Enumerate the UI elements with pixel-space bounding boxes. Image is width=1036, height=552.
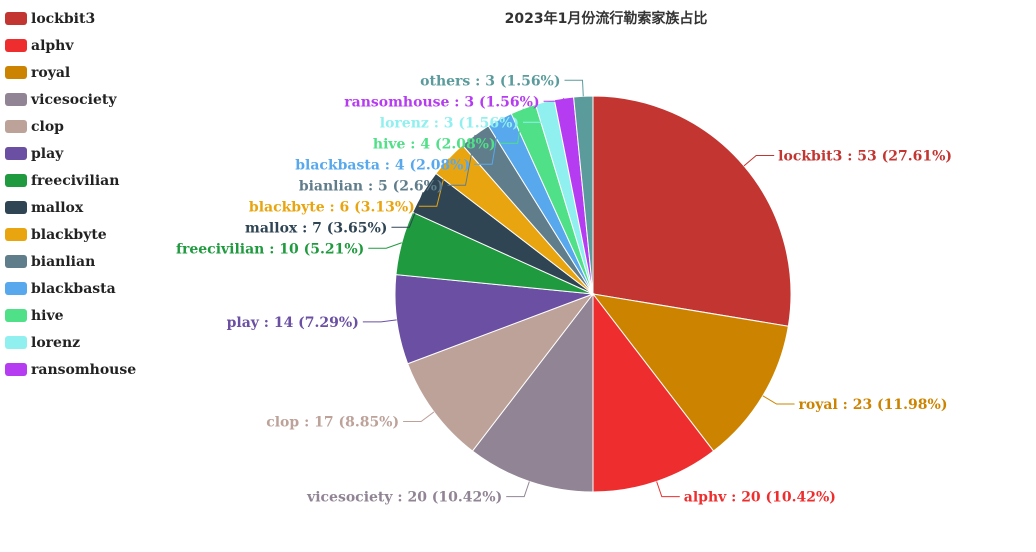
legend-label: clop	[31, 119, 64, 135]
pie-label-freecivilian: freecivilian : 10 (5.21%)	[176, 241, 364, 257]
legend-label: vicesociety	[30, 92, 117, 108]
legend-item-hive[interactable]: hive	[5, 308, 64, 324]
pie-label-blackbyte: blackbyte : 6 (3.13%)	[249, 199, 415, 215]
legend-item-ransomhouse[interactable]: ransomhouse	[5, 362, 136, 378]
pie-label-mallox: mallox : 7 (3.65%)	[245, 220, 387, 236]
leader-line-hive	[499, 108, 524, 144]
legend-swatch	[5, 363, 27, 376]
legend-label: hive	[31, 308, 64, 324]
leader-line-blackbasta	[474, 119, 501, 165]
legend-item-freecivilian[interactable]: freecivilian	[5, 173, 119, 189]
legend-label: blackbyte	[31, 227, 107, 243]
legend-item-mallox[interactable]: mallox	[5, 200, 84, 216]
legend-item-blackbyte[interactable]: blackbyte	[5, 227, 107, 243]
legend-swatch	[5, 174, 27, 187]
pie-slice-others[interactable]	[573, 95, 594, 295]
legend-swatch	[5, 12, 27, 25]
pie-label-others: others : 3 (1.56%)	[420, 73, 560, 89]
leader-line-others	[564, 79, 584, 97]
legend-swatch	[5, 39, 27, 52]
pie-label-hive: hive : 4 (2.08%)	[373, 136, 496, 152]
leader-line-lorenz	[523, 101, 546, 123]
legend-swatch	[5, 282, 27, 295]
pie-label-play: play : 14 (7.29%)	[227, 315, 359, 331]
pie-slice-clop[interactable]	[407, 292, 595, 452]
pie-label-clop: clop : 17 (8.85%)	[266, 414, 399, 430]
pie-labels: lockbit3 : 53 (27.61%) royal : 23 (11.98%…	[176, 73, 952, 505]
legend-swatch	[5, 336, 27, 349]
legend-label: bianlian	[31, 254, 95, 270]
leader-line-freecivilian	[368, 242, 402, 249]
legend-swatch	[5, 201, 27, 214]
legend-item-vicesociety[interactable]: vicesociety	[5, 92, 117, 108]
leader-line-lockbit3	[743, 155, 775, 167]
pie-label-royal: royal : 23 (11.98%)	[799, 397, 948, 413]
legend-swatch	[5, 228, 27, 241]
legend-label: ransomhouse	[31, 362, 136, 378]
pie-label-alphv: alphv : 20 (10.42%)	[684, 490, 836, 506]
leader-line-blackbyte	[418, 158, 449, 207]
pie-slice-royal[interactable]	[591, 293, 789, 452]
legend-label: blackbasta	[31, 281, 116, 297]
legend-item-royal[interactable]: royal	[5, 65, 70, 81]
legend-label: freecivilian	[31, 173, 119, 189]
leader-line-alphv	[656, 481, 680, 498]
legend: lockbit3 alphv royal vicesociety clop play fre…	[5, 11, 136, 378]
legend-swatch	[5, 309, 27, 322]
leader-line-vicesociety	[506, 481, 530, 498]
leader-line-ransomhouse	[543, 97, 565, 102]
legend-swatch	[5, 120, 27, 133]
pie-label-ransomhouse: ransomhouse : 3 (1.56%)	[344, 94, 539, 110]
legend-label: lorenz	[31, 335, 80, 351]
legend-label: royal	[31, 65, 70, 81]
pie-label-bianlian: bianlian : 5 (2.6%)	[299, 178, 444, 194]
pie-label-lorenz: lorenz : 3 (1.56%)	[380, 115, 519, 131]
legend-label: alphv	[31, 38, 74, 54]
legend-item-lorenz[interactable]: lorenz	[5, 335, 80, 351]
chart-title: 2023年1月份流行勒索家族占比	[505, 10, 708, 27]
legend-item-alphv[interactable]: alphv	[5, 38, 74, 54]
legend-item-bianlian[interactable]: bianlian	[5, 254, 95, 270]
legend-swatch	[5, 255, 27, 268]
legend-label: lockbit3	[31, 11, 95, 27]
leader-line-mallox	[391, 192, 424, 228]
leader-line-bianlian	[447, 134, 476, 186]
leader-line-clop	[403, 411, 435, 422]
legend-item-clop[interactable]: clop	[5, 119, 64, 135]
legend-item-lockbit3[interactable]: lockbit3	[5, 11, 95, 27]
pie-label-vicesociety: vicesociety : 20 (10.42%)	[306, 490, 502, 506]
legend-item-blackbasta[interactable]: blackbasta	[5, 281, 116, 297]
legend-label: mallox	[31, 200, 84, 216]
legend-swatch	[5, 147, 27, 160]
legend-swatch	[5, 93, 27, 106]
legend-label: play	[31, 146, 64, 162]
legend-item-play[interactable]: play	[5, 146, 64, 162]
leader-line-play	[362, 319, 397, 323]
pie-slices	[394, 95, 792, 493]
pie-label-lockbit3: lockbit3 : 53 (27.61%)	[778, 149, 952, 165]
pie-label-blackbasta: blackbasta : 4 (2.08%)	[295, 157, 470, 173]
legend-swatch	[5, 66, 27, 79]
pie-slice-lockbit3[interactable]	[592, 95, 792, 327]
leader-line-royal	[762, 395, 795, 405]
